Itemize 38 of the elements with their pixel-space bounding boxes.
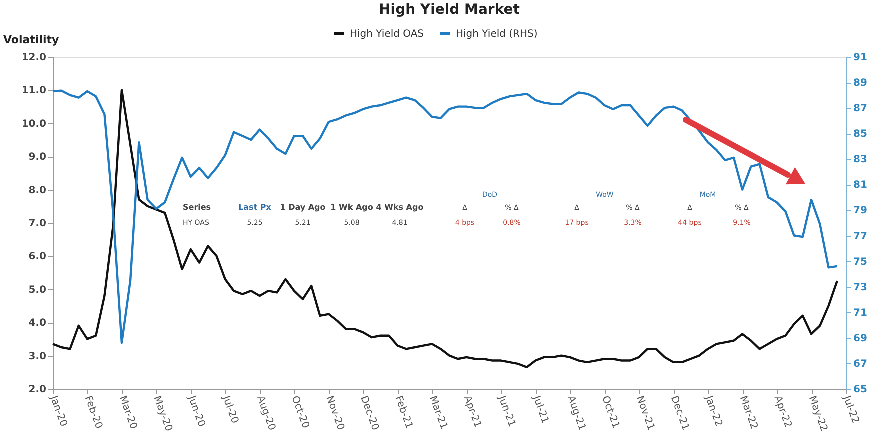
y-tick-label: 5.0 (28, 284, 47, 296)
y2-tick-label: 89 (854, 78, 868, 90)
x-tick-label: Oct-20 (289, 394, 312, 430)
y-tick-label: 12.0 (22, 52, 47, 64)
y2-tick-label: 83 (854, 154, 868, 166)
legend-label: High Yield (RHS) (456, 28, 538, 40)
annotation: Last Px (238, 203, 272, 212)
y-axis-title: Volatility (4, 34, 60, 46)
y-tick-label: 3.0 (28, 351, 47, 362)
annotation: 1 Day Ago (280, 203, 326, 212)
y-tick-label: 7.0 (28, 218, 47, 230)
x-tick-label: Apr-21 (462, 394, 484, 430)
y2-tick-label: 79 (854, 206, 868, 217)
annotation: Series (183, 203, 212, 212)
y2-tick-label: 87 (854, 104, 868, 115)
annotation: 4 Wks Ago (376, 203, 424, 212)
y-tick-label: 6.0 (28, 252, 47, 263)
y-tick-label: 9.0 (28, 152, 47, 164)
x-tick-label: Oct-21 (600, 394, 622, 430)
y2-tick-label: 71 (854, 308, 868, 319)
y2-tick-label: 67 (854, 358, 868, 370)
y2-tick-label: 75 (854, 256, 868, 268)
y2-tick-label: 65 (854, 384, 868, 396)
legend-label: High Yield OAS (350, 28, 424, 40)
y-tick-label: 10.0 (22, 118, 47, 130)
y-tick-label: 11.0 (22, 86, 47, 97)
y-tick-label: 2.0 (28, 384, 47, 396)
y2-tick-label: 69 (854, 333, 868, 344)
y2-tick-label: 81 (854, 180, 868, 192)
chart-title: High Yield Market (379, 2, 520, 18)
y2-tick-label: 91 (854, 52, 868, 64)
y2-tick-label: 77 (854, 231, 868, 242)
y-tick-label: 8.0 (28, 185, 47, 196)
y2-tick-label: 73 (854, 282, 868, 294)
annotation: 1 Wk Ago (330, 203, 374, 212)
x-tick-label: Feb-21 (392, 394, 415, 431)
y2-tick-label: 85 (854, 129, 868, 140)
y-tick-label: 4.0 (28, 318, 47, 330)
